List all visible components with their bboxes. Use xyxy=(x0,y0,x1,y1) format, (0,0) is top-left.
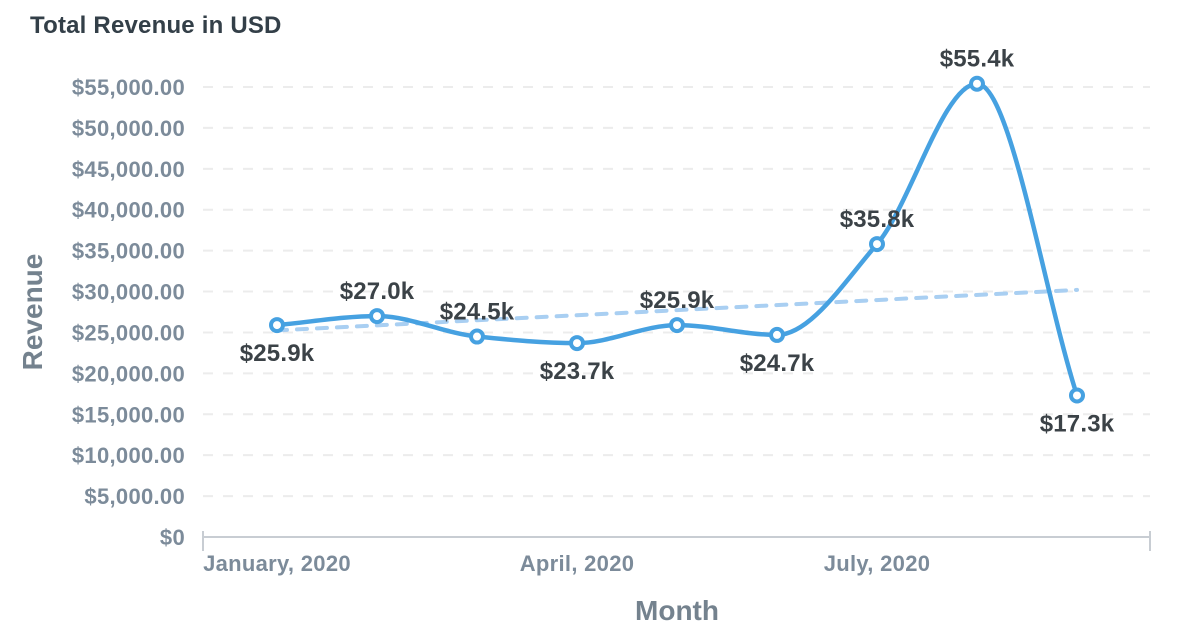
y-axis-tick-label: $20,000.00 xyxy=(72,361,185,386)
y-axis-tick-label: $30,000.00 xyxy=(72,280,185,305)
y-axis-tick-label: $25,000.00 xyxy=(72,320,185,345)
y-axis-tick-label: $50,000.00 xyxy=(72,116,185,141)
data-point-marker[interactable] xyxy=(369,308,385,325)
gridlines xyxy=(203,86,1150,498)
data-point-marker[interactable] xyxy=(569,335,585,352)
y-axis-tick-label: $40,000.00 xyxy=(72,198,185,223)
data-point-label: $23.7k xyxy=(540,358,615,385)
y-axis-tick-label: $10,000.00 xyxy=(72,443,185,468)
y-axis-tick-label: $5,000.00 xyxy=(84,484,185,509)
data-point-marker[interactable] xyxy=(869,236,885,253)
data-point-marker[interactable] xyxy=(969,75,985,92)
x-axis-tick-label: January, 2020 xyxy=(203,551,351,576)
data-point-label: $17.3k xyxy=(1040,410,1115,437)
x-axis-tick-labels: January, 2020 April, 2020 July, 2020 xyxy=(203,551,930,576)
y-axis-tick-label: $35,000.00 xyxy=(72,239,185,264)
data-point-labels: $25.9k $27.0k $24.5k $23.7k $25.9k $24.7k $35.… xyxy=(240,46,1115,438)
y-axis-tick-label: $55,000.00 xyxy=(72,75,185,100)
x-axis-line xyxy=(202,531,1151,551)
y-axis-tick-labels: $0 $5,000.00 $10,000.00 $15,000.00 $20,000.0… xyxy=(72,75,185,550)
data-point-label: $24.7k xyxy=(740,350,815,377)
data-point-marker[interactable] xyxy=(769,326,785,343)
y-axis-tick-label: $0 xyxy=(160,525,185,550)
data-point-marker[interactable] xyxy=(669,317,685,334)
chart-title: Total Revenue in USD xyxy=(30,12,282,39)
data-point-marker[interactable] xyxy=(469,328,485,345)
data-point-label: $25.9k xyxy=(640,287,715,314)
x-axis-title: Month xyxy=(635,595,719,626)
data-point-label: $27.0k xyxy=(340,278,415,305)
revenue-series-line xyxy=(274,81,1080,398)
x-axis-tick-label: April, 2020 xyxy=(520,551,635,576)
data-point-markers xyxy=(269,75,1085,404)
y-axis-tick-label: $45,000.00 xyxy=(72,157,185,182)
data-point-label: $55.4k xyxy=(940,46,1015,73)
data-point-marker[interactable] xyxy=(269,317,285,334)
data-point-label: $35.8k xyxy=(840,206,915,233)
x-axis-tick-label: July, 2020 xyxy=(824,551,931,576)
data-point-label: $25.9k xyxy=(240,340,315,367)
data-point-marker[interactable] xyxy=(1069,387,1085,404)
y-axis-tick-label: $15,000.00 xyxy=(72,402,185,427)
trendline xyxy=(275,287,1079,333)
data-point-label: $24.5k xyxy=(440,299,515,326)
